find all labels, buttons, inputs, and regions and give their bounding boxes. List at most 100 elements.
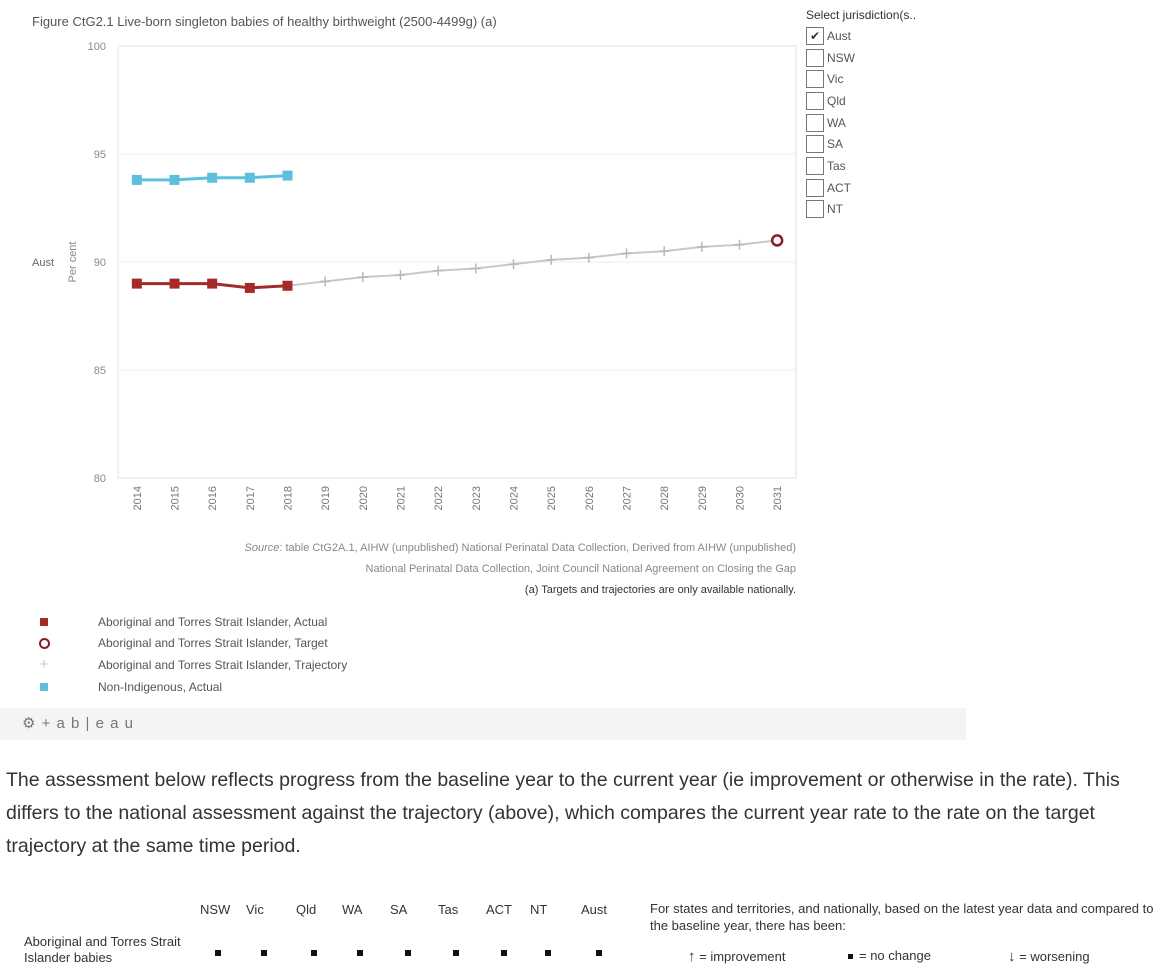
no-change-icon (453, 950, 459, 956)
checkbox[interactable] (806, 48, 824, 67)
filter-option-label: WA (827, 115, 846, 130)
x-tick-label: 2021 (396, 486, 408, 510)
x-tick-label: 2023 (471, 486, 483, 510)
x-tick-label: 2014 (132, 486, 144, 510)
x-tick-label: 2031 (772, 486, 784, 510)
x-tick-label: 2027 (622, 486, 634, 510)
legend-item[interactable]: Aboriginal and Torres Strait Islander, A… (36, 611, 347, 633)
y-tick-label: 95 (94, 149, 106, 161)
filter-option-label: Aust (827, 28, 852, 43)
filter-option-act[interactable]: ACT (806, 177, 1006, 199)
checkbox[interactable] (806, 113, 824, 132)
data-point (131, 174, 142, 185)
filter-option-label: NSW (827, 50, 855, 65)
improvement-label: = improvement (699, 949, 786, 964)
x-tick-label: 2020 (358, 486, 370, 510)
no-change-icon (311, 950, 317, 956)
square-marker-icon (36, 614, 52, 630)
checkbox[interactable]: ✔ (806, 26, 824, 45)
improvement-icon: ↑ (688, 948, 696, 965)
data-point (770, 234, 784, 247)
x-tick-label: 2015 (170, 486, 182, 510)
no-change-icon (215, 950, 221, 956)
plus-marker-icon: + (39, 656, 49, 674)
filter-option-label: ACT (827, 180, 851, 195)
x-tick-label: 2022 (433, 486, 445, 510)
legend-label: Aboriginal and Torres Strait Islander, T… (98, 636, 328, 651)
column-header-nsw: NSW (200, 902, 231, 917)
data-point (244, 172, 255, 183)
filter-option-qld[interactable]: Qld (806, 90, 1006, 112)
no-change-label: = no change (859, 948, 931, 963)
y-tick-label: 80 (94, 473, 106, 485)
column-header-tas: Tas (438, 902, 459, 917)
column-header-vic: Vic (246, 902, 264, 917)
column-header-wa: WA (342, 902, 363, 917)
figure-title: Figure CtG2.1 Live-born singleton babies… (32, 14, 497, 29)
legend-item[interactable]: + Aboriginal and Torres Strait Islander, … (36, 654, 348, 676)
chart-legend: Aboriginal and Torres Strait Islander, A… (36, 611, 347, 697)
tableau-toolbar (0, 708, 966, 740)
filter-option-vic[interactable]: Vic (806, 68, 1006, 90)
column-header-act: ACT (486, 902, 512, 917)
plot-frame (117, 45, 797, 479)
checkbox[interactable] (806, 135, 824, 154)
legend-item[interactable]: Non-Indigenous, Actual (36, 676, 347, 698)
filter-option-aust[interactable]: ✔ Aust (806, 25, 1006, 47)
filter-option-nsw[interactable]: NSW (806, 47, 1006, 69)
filter-option-nt[interactable]: NT (806, 199, 1006, 221)
checkbox[interactable] (806, 200, 824, 219)
x-tick-label: 2030 (735, 486, 747, 510)
legend-label: Aboriginal and Torres Strait Islander, T… (98, 657, 348, 672)
y-tick-label: 90 (94, 257, 106, 269)
square-marker-icon (36, 679, 52, 695)
assessment-paragraph: The assessment below reflects progress f… (6, 769, 1120, 857)
no-change-icon (357, 950, 363, 956)
filter-option-tas[interactable]: Tas (806, 155, 1006, 177)
column-header-qld: Qld (296, 902, 317, 917)
no-change-icon (596, 950, 602, 956)
column-header-sa: SA (390, 902, 408, 917)
legend-label: Aboriginal and Torres Strait Islander, A… (98, 614, 328, 629)
checkbox[interactable] (806, 156, 824, 175)
filter-option-label: Qld (827, 93, 846, 108)
checkbox[interactable] (806, 178, 824, 197)
no-change-icon (848, 954, 853, 960)
data-point (282, 280, 293, 291)
circle-marker-icon (36, 635, 52, 651)
filter-option-wa[interactable]: WA (806, 112, 1006, 134)
x-tick-label: 2029 (697, 486, 709, 510)
column-header-nt: NT (530, 902, 548, 917)
filter-option-sa[interactable]: SA (806, 133, 1006, 155)
data-point (282, 170, 293, 181)
row-label: Aust (32, 257, 54, 269)
assessment-note: For states and territories, and national… (650, 901, 1154, 933)
checkbox[interactable] (806, 91, 824, 110)
chart-marks (131, 170, 784, 293)
legend-label: Non-Indigenous, Actual (98, 679, 223, 694)
checkbox[interactable] (806, 70, 824, 89)
source-note: Source: table CtG2A.1, AIHW (unpublished… (0, 538, 797, 601)
x-tick-label: 2017 (245, 486, 257, 510)
filter-option-label: SA (827, 137, 844, 152)
data-point (207, 278, 218, 289)
chart-axes: 80 85 90 95 100 Aust Per cent 2014 2015 2016 2017 2… (32, 41, 797, 510)
y-tick-label: 85 (94, 365, 106, 377)
x-tick-label: 2019 (320, 486, 332, 510)
legend-item[interactable]: Aboriginal and Torres Strait Islander, T… (36, 633, 347, 655)
filter-title: Select jurisdiction(s.. (806, 8, 917, 22)
no-change-icon (545, 950, 551, 956)
data-point (131, 278, 142, 289)
series-line (287, 239, 778, 287)
chart-grid (118, 153, 796, 371)
x-tick-label: 2028 (659, 486, 671, 510)
data-point (169, 278, 180, 289)
footnote: (a) Targets and trajectories are only av… (524, 584, 796, 596)
no-change-icon (405, 950, 411, 956)
y-axis-label: Per cent (67, 242, 79, 283)
worsening-label: = worsening (1019, 949, 1090, 964)
x-tick-label: 2026 (584, 486, 596, 510)
tableau-logo[interactable]: ⚙ + a b | e a u (22, 715, 134, 732)
filter-option-label: Tas (827, 158, 846, 173)
